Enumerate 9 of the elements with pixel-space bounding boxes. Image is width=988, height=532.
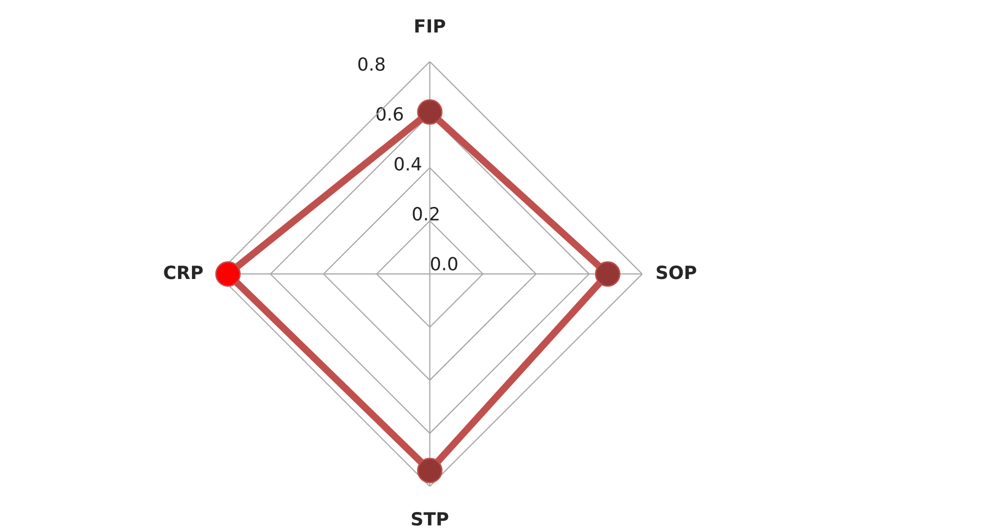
y-tick-label: 0.2 — [412, 206, 439, 221]
spoke-label: FIP — [415, 19, 446, 33]
y-tick-label: 0.8 — [358, 57, 385, 71]
y-tick-label: 0.6 — [376, 107, 403, 121]
spoke-label: SOP — [656, 266, 696, 280]
spoke-label: CRP — [164, 266, 203, 280]
y-tick-label: 0.4 — [394, 157, 422, 171]
spoke-label: STP — [412, 512, 448, 526]
y-tick-label: 0.0 — [430, 256, 458, 270]
